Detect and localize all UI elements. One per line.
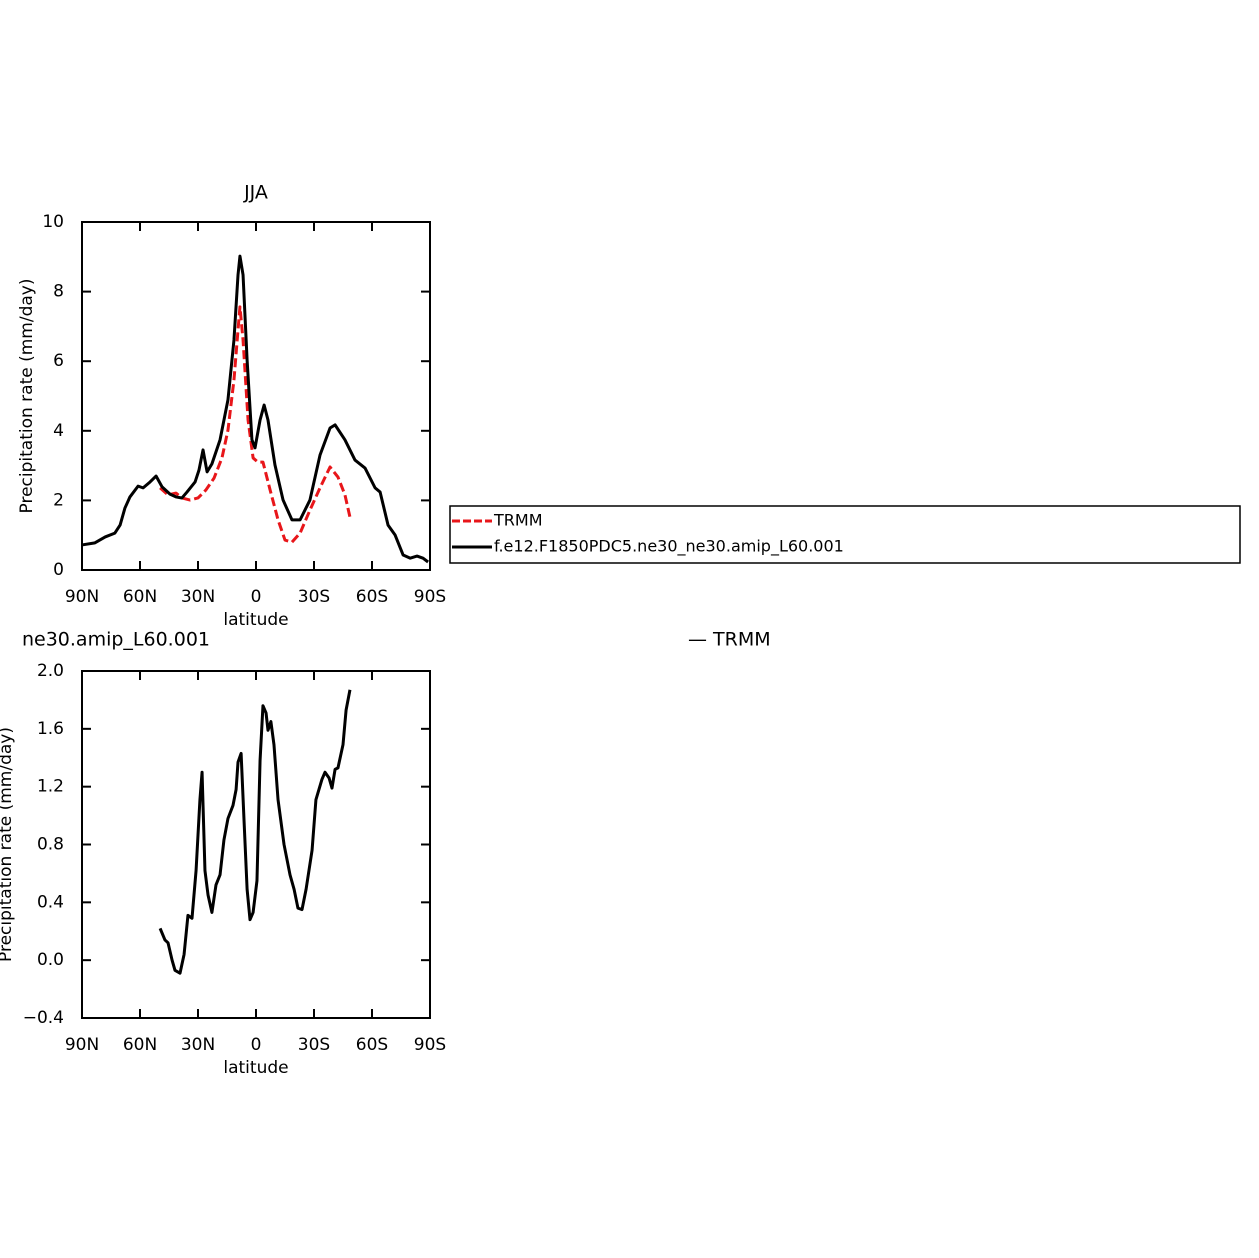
- x-tick-label: 30N: [181, 587, 215, 607]
- y-tick-label: 6: [53, 351, 64, 371]
- y-tick-label: 8: [53, 282, 64, 302]
- y-tick-label: 0.8: [37, 835, 64, 855]
- y-tick-label: 0.4: [37, 892, 64, 912]
- x-tick-label: 90N: [65, 587, 99, 607]
- y-tick-label: 2: [53, 490, 64, 510]
- y-tick-label: −0.4: [23, 1008, 64, 1028]
- x-tick-label: 0: [251, 587, 262, 607]
- chart-title: ne30.amip_L60.001: [22, 629, 210, 651]
- x-tick-label: 90N: [65, 1035, 99, 1055]
- y-tick-label: 2.0: [37, 661, 64, 681]
- y-tick-label: 0: [53, 560, 64, 580]
- chart-title: JJA: [243, 182, 268, 204]
- data-line: [81, 254, 429, 564]
- y-tick-label: 4: [53, 421, 64, 441]
- x-tick-label: 90S: [414, 587, 446, 607]
- y-tick-label: 0.0: [37, 950, 64, 970]
- y-tick-label: 1.2: [37, 777, 64, 797]
- x-tick-label: 60S: [356, 1035, 388, 1055]
- legend-label: TRMM: [493, 511, 543, 530]
- x-tick-label: 90S: [414, 1035, 446, 1055]
- data-line: [158, 689, 352, 975]
- x-tick-label: 0: [251, 1035, 262, 1055]
- plot-frame: [81, 221, 431, 571]
- x-tick-label: 30S: [298, 587, 330, 607]
- y-axis-label: Precipitation rate (mm/day): [17, 279, 37, 514]
- y-tick-label: 1.6: [37, 719, 64, 739]
- plot-frame: [81, 670, 431, 1019]
- x-tick-label: 60N: [123, 1035, 157, 1055]
- chart-subtitle: — TRMM: [688, 629, 771, 651]
- data-line: [159, 305, 352, 544]
- legend-label: f.e12.F1850PDC5.ne30_ne30.amip_L60.001: [494, 537, 844, 557]
- x-axis-label: latitude: [223, 610, 288, 630]
- x-tick-label: 60S: [356, 587, 388, 607]
- y-axis-label: Precipitation rate (mm/day): [0, 727, 16, 962]
- x-tick-label: 30S: [298, 1035, 330, 1055]
- legend-box: [449, 505, 1241, 564]
- y-tick-label: 10: [42, 212, 64, 232]
- x-tick-label: 30N: [181, 1035, 215, 1055]
- x-tick-label: 60N: [123, 587, 157, 607]
- x-axis-label: latitude: [223, 1058, 288, 1078]
